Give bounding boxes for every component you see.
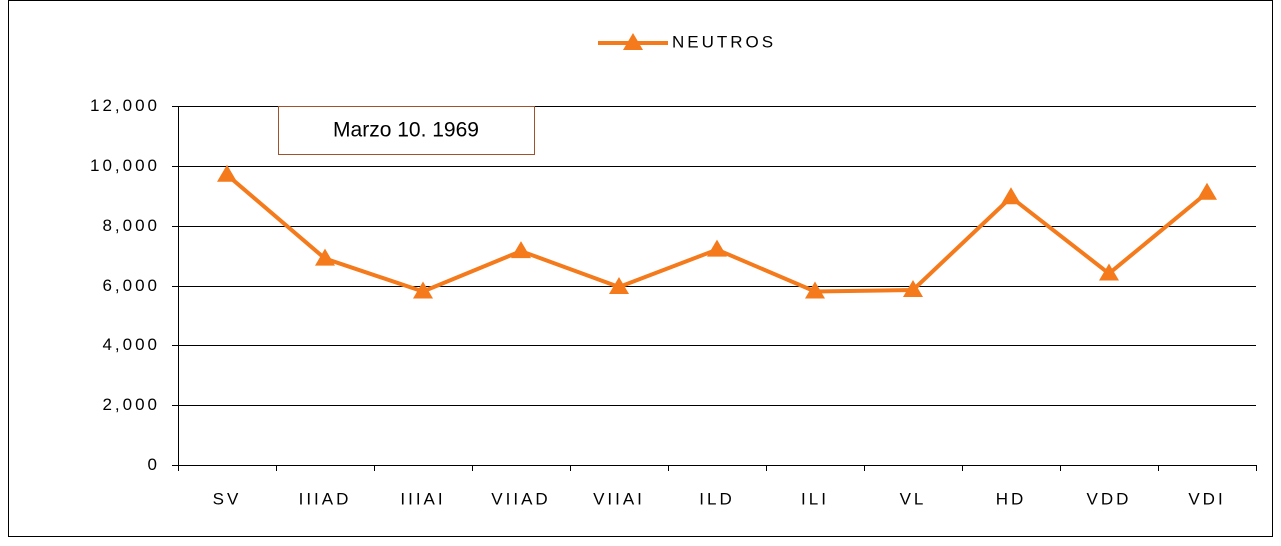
chart-border	[8, 0, 1273, 537]
x-tick-label: VDD	[1087, 489, 1132, 508]
x-tick-label: ILD	[699, 489, 734, 508]
y-tick-label: 4,000	[102, 335, 160, 354]
legend-label: NEUTROS	[672, 32, 776, 51]
x-tick-label: IIIAD	[299, 489, 352, 508]
x-tick-label: VIIAD	[491, 489, 550, 508]
y-tick-label: 2,000	[102, 395, 160, 414]
x-tick-label: HD	[996, 489, 1027, 508]
marker	[511, 241, 531, 259]
legend-marker	[623, 33, 643, 50]
annotation-box	[278, 106, 535, 155]
marker	[1001, 187, 1021, 205]
marker	[1099, 263, 1119, 281]
annotation: Marzo 10. 1969	[333, 119, 479, 142]
marker	[903, 279, 923, 297]
x-tick-label: SV	[213, 489, 242, 508]
y-tick-label: 8,000	[102, 216, 160, 235]
marker	[217, 164, 237, 182]
x-tick-label: VDI	[1188, 489, 1225, 508]
marker	[707, 239, 727, 257]
x-tick-label: VIIAI	[593, 489, 645, 508]
y-tick-label: 6,000	[102, 276, 160, 295]
x-tick-label: IIIAI	[400, 489, 445, 508]
marker	[609, 276, 629, 294]
marker	[413, 281, 433, 299]
y-tick-label: 0	[148, 455, 160, 474]
marker	[805, 281, 825, 299]
y-tick-label: 12,000	[90, 96, 160, 115]
marker	[315, 248, 335, 266]
y-tick-label: 10,000	[90, 156, 160, 175]
x-tick-label: VL	[900, 489, 927, 508]
marker	[1197, 182, 1217, 200]
x-tick-label: ILI	[801, 489, 829, 508]
